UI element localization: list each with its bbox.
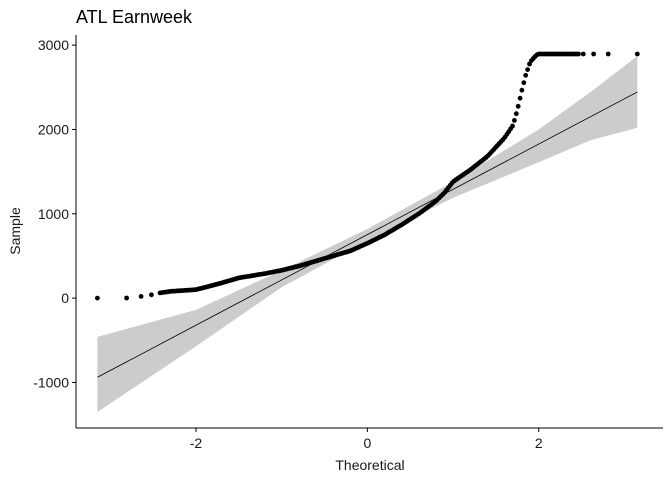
sample-points-layer <box>95 51 640 301</box>
sample-point <box>149 292 154 298</box>
reference-line <box>97 91 638 378</box>
sample-point <box>512 118 517 123</box>
y-tick-label: 0 <box>61 290 69 306</box>
sample-point <box>580 51 586 57</box>
sample-point <box>521 80 527 86</box>
x-tick-label: 0 <box>363 435 371 451</box>
y-tick-label: 2000 <box>38 121 69 137</box>
confidence-band-layer <box>97 56 638 412</box>
sample-point <box>519 87 525 93</box>
sample-point <box>510 123 515 129</box>
y-axis-title: Sample <box>7 207 23 255</box>
sample-point <box>517 95 523 101</box>
chart-title: ATL Earnweek <box>76 7 193 27</box>
y-tick-label: -1000 <box>33 374 69 390</box>
sample-point <box>634 51 640 57</box>
sample-point <box>138 294 144 299</box>
sample-point <box>513 111 519 117</box>
y-tick-label: 1000 <box>38 206 69 222</box>
sample-point <box>523 72 529 78</box>
sample-point <box>525 67 530 72</box>
sample-point <box>576 51 581 57</box>
y-tick-label: 3000 <box>38 37 69 53</box>
x-tick-label: -2 <box>190 435 203 451</box>
confidence-band <box>97 56 638 412</box>
sample-point <box>124 295 129 301</box>
x-tick-label: 2 <box>535 435 543 451</box>
sample-point <box>515 103 521 109</box>
y-axis-ticks: -1000 0 1000 2000 3000 <box>33 37 76 390</box>
reference-line-layer <box>97 91 638 378</box>
x-axis-title: Theoretical <box>335 457 404 473</box>
sample-point <box>591 51 596 57</box>
sample-point <box>95 295 100 301</box>
sample-point <box>605 51 611 57</box>
x-axis-ticks: -2 0 2 <box>190 428 543 451</box>
